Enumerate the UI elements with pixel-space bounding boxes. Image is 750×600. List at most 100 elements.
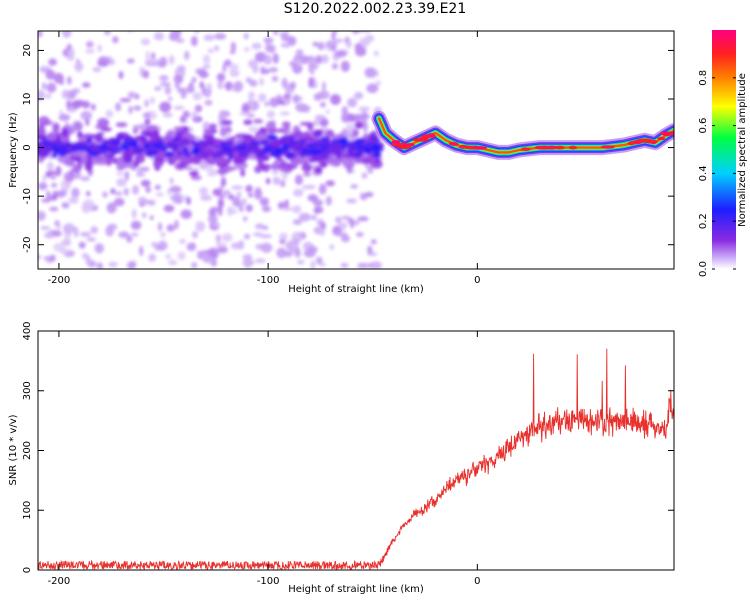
noise-blob bbox=[61, 239, 72, 247]
snr-plot-area bbox=[38, 348, 674, 570]
noise-blob bbox=[145, 125, 158, 132]
noise-blob bbox=[80, 110, 93, 121]
noise-blob bbox=[350, 184, 359, 189]
noise-core-blob bbox=[214, 149, 226, 156]
noise-blob bbox=[214, 45, 220, 52]
noise-blob bbox=[186, 242, 196, 252]
noise-blob bbox=[79, 155, 89, 165]
noise-blob bbox=[189, 170, 199, 177]
snr-ticks: -200 -100 0 0 100 200 300 400 bbox=[22, 321, 674, 587]
noise-blob bbox=[233, 80, 244, 92]
noise-blob bbox=[38, 182, 48, 191]
noise-blob bbox=[190, 175, 202, 181]
ridge-hotspot bbox=[458, 145, 470, 149]
noise-blob bbox=[207, 247, 219, 258]
noise-blob bbox=[97, 56, 110, 67]
noise-blob bbox=[163, 204, 175, 213]
noise-blob bbox=[50, 194, 58, 201]
noise-blob bbox=[223, 190, 231, 195]
noise-blob bbox=[207, 214, 218, 224]
noise-blob bbox=[219, 127, 227, 137]
noise-blob bbox=[186, 197, 191, 205]
noise-blob bbox=[354, 46, 367, 57]
noise-blob bbox=[194, 104, 203, 113]
noise-blob bbox=[164, 85, 172, 95]
signal-ridge bbox=[371, 110, 674, 160]
noise-blob bbox=[353, 219, 360, 226]
noise-core-blob bbox=[320, 144, 328, 152]
noise-blob bbox=[174, 83, 181, 89]
ridge-hotspot bbox=[636, 138, 653, 143]
noise-core-blob bbox=[350, 145, 357, 151]
noise-blob bbox=[290, 246, 301, 254]
noise-blob bbox=[208, 123, 217, 129]
noise-blob bbox=[68, 48, 75, 56]
colorbar-label: Normalized spectral amplitude bbox=[737, 73, 748, 227]
noise-core-blob bbox=[111, 139, 121, 146]
noise-blob bbox=[88, 134, 101, 139]
noise-blob bbox=[357, 262, 369, 269]
noise-blob bbox=[45, 69, 56, 80]
noise-blob bbox=[176, 163, 187, 169]
noise-blob bbox=[38, 254, 41, 260]
noise-core-blob bbox=[165, 141, 175, 149]
noise-blob bbox=[46, 190, 51, 201]
noise-blob bbox=[56, 221, 61, 230]
y-tick-label: 0 bbox=[22, 144, 33, 150]
noise-blob bbox=[44, 232, 55, 239]
noise-core-blob bbox=[42, 145, 53, 152]
noise-blob bbox=[273, 31, 278, 36]
ridge-hotspot bbox=[412, 138, 429, 142]
noise-blob bbox=[173, 126, 185, 131]
y-tick-label: 400 bbox=[22, 321, 33, 340]
noise-core-blob bbox=[273, 147, 284, 154]
noise-blob bbox=[217, 80, 224, 90]
noise-blob bbox=[253, 189, 263, 200]
noise-blob bbox=[199, 187, 209, 196]
noise-blob bbox=[340, 262, 349, 268]
noise-blob bbox=[132, 127, 139, 135]
noise-blob bbox=[331, 31, 336, 41]
noise-blob bbox=[329, 244, 334, 250]
noise-blob bbox=[333, 23, 340, 31]
noise-blob bbox=[97, 117, 109, 128]
noise-blob bbox=[104, 31, 111, 36]
noise-blob bbox=[180, 209, 192, 219]
noise-blob bbox=[90, 103, 96, 111]
noise-blob bbox=[118, 231, 130, 238]
noise-blob bbox=[92, 67, 102, 72]
noise-blob bbox=[184, 50, 190, 61]
noise-core-blob bbox=[183, 147, 189, 154]
noise-blob bbox=[227, 194, 235, 200]
noise-blob bbox=[139, 245, 144, 257]
noise-blob bbox=[79, 231, 92, 237]
noise-blob bbox=[38, 31, 43, 38]
noise-core-blob bbox=[196, 143, 208, 150]
noise-blob bbox=[216, 168, 228, 174]
noise-blob bbox=[307, 55, 317, 67]
noise-blob bbox=[374, 158, 380, 165]
noise-core-blob bbox=[164, 151, 174, 158]
noise-blob bbox=[269, 97, 279, 108]
noise-blob bbox=[204, 34, 216, 40]
noise-blob bbox=[227, 63, 239, 71]
noise-blob bbox=[325, 109, 330, 114]
noise-blob bbox=[46, 161, 54, 172]
noise-core-blob bbox=[89, 145, 100, 152]
noise-blob bbox=[194, 31, 200, 34]
noise-blob bbox=[324, 130, 335, 138]
noise-core-blob bbox=[191, 147, 201, 154]
noise-blob bbox=[173, 105, 185, 110]
noise-blob bbox=[263, 37, 274, 44]
noise-blob bbox=[110, 188, 116, 195]
noise-core-blob bbox=[223, 146, 233, 153]
noise-blob bbox=[312, 130, 323, 138]
noise-blob bbox=[341, 112, 350, 123]
noise-blob bbox=[45, 132, 57, 141]
noise-core-blob bbox=[173, 143, 179, 151]
noise-blob bbox=[340, 226, 346, 232]
noise-blob bbox=[315, 256, 323, 265]
noise-blob bbox=[313, 206, 324, 214]
noise-core-blob bbox=[267, 134, 278, 140]
